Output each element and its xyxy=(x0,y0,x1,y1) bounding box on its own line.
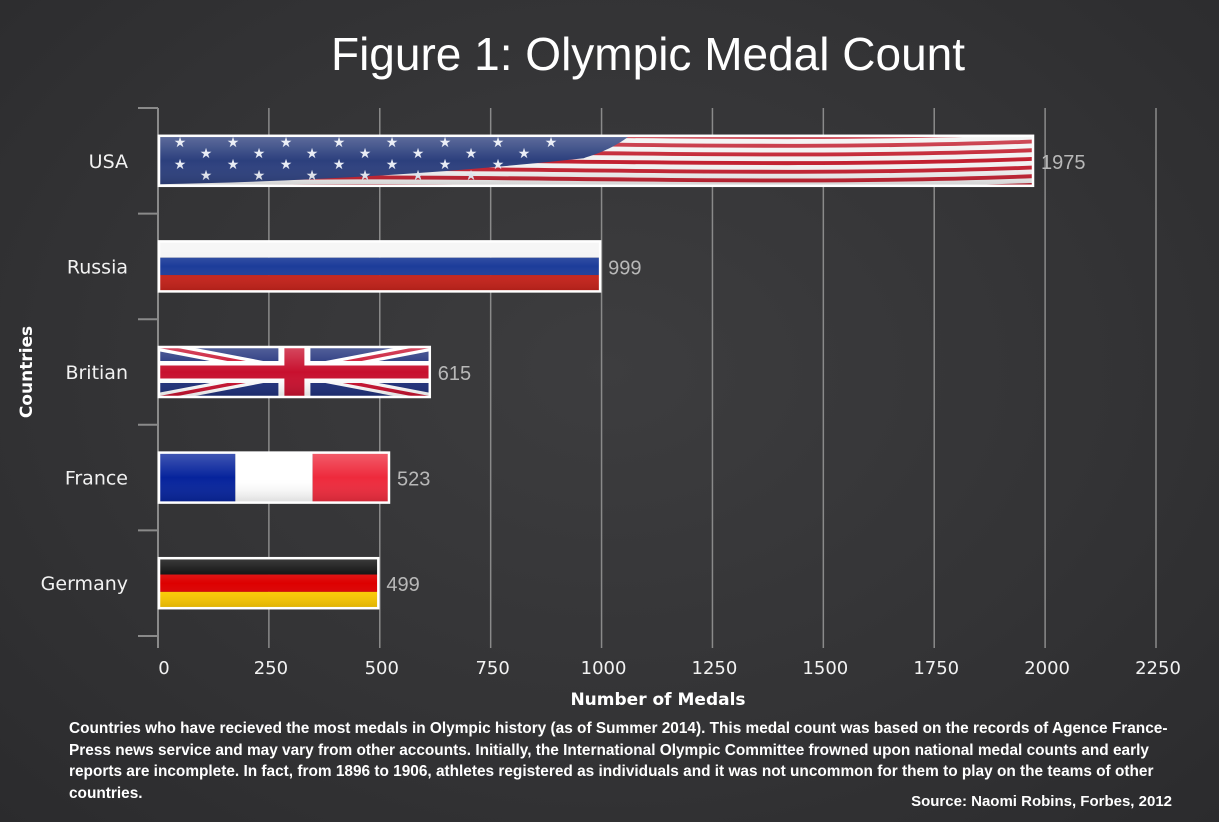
x-tick-label: 2000 xyxy=(1024,658,1070,679)
gridlines xyxy=(157,108,1157,648)
x-tick-label: 250 xyxy=(254,658,288,679)
category-labels: USA Russia Britian France Germany xyxy=(41,151,128,595)
category-label-germany: Germany xyxy=(41,573,128,595)
bar-france xyxy=(158,451,390,504)
x-tick-label: 750 xyxy=(475,658,509,679)
x-tick-label: 2250 xyxy=(1135,658,1181,679)
bar-russia xyxy=(158,240,602,293)
y-axis-title: Countries xyxy=(17,326,37,418)
bar-border xyxy=(157,240,602,293)
source-credit: Source: Naomi Robins, Forbes, 2012 xyxy=(911,793,1172,810)
bars: ★★★★★★★★★★★★★★★★★★★★★★★★★★★★ xyxy=(157,134,1035,610)
bar-usa: ★★★★★★★★★★★★★★★★★★★★★★★★★★★★ xyxy=(158,134,1035,187)
value-labels: 1975 999 615 523 499 xyxy=(386,152,1085,596)
x-tick-label: 0 xyxy=(158,658,169,679)
figure-caption: Countries who have recieved the most med… xyxy=(69,720,1168,802)
y-axis-ticks xyxy=(138,107,158,637)
x-tick-label: 1000 xyxy=(581,658,627,679)
x-tick-labels: 0 250 500 750 1000 1250 1500 1750 2000 2250 xyxy=(158,658,1181,679)
category-label-russia: Russia xyxy=(67,256,128,278)
bar-border xyxy=(157,451,391,504)
value-label-russia: 999 xyxy=(608,257,641,279)
category-label-france: France xyxy=(65,468,128,490)
bar-border xyxy=(157,134,1035,188)
bar-border xyxy=(157,345,432,399)
x-tick-label: 1750 xyxy=(913,658,959,679)
x-axis-title: Number of Medals xyxy=(570,690,745,710)
category-label-britian: Britian xyxy=(65,362,128,384)
x-tick-label: 500 xyxy=(365,658,399,679)
value-label-germany: 499 xyxy=(386,574,419,596)
value-label-france: 523 xyxy=(397,469,430,491)
bar-britian xyxy=(158,346,431,398)
x-tick-label: 1500 xyxy=(802,658,848,679)
x-tick-label: 1250 xyxy=(692,658,738,679)
chart-title: Figure 1: Olympic Medal Count xyxy=(331,28,965,80)
bar-border xyxy=(157,556,380,610)
category-label-usa: USA xyxy=(89,151,128,173)
value-label-britian: 615 xyxy=(438,363,471,385)
bar-germany xyxy=(158,557,380,610)
value-label-usa: 1975 xyxy=(1041,152,1086,174)
